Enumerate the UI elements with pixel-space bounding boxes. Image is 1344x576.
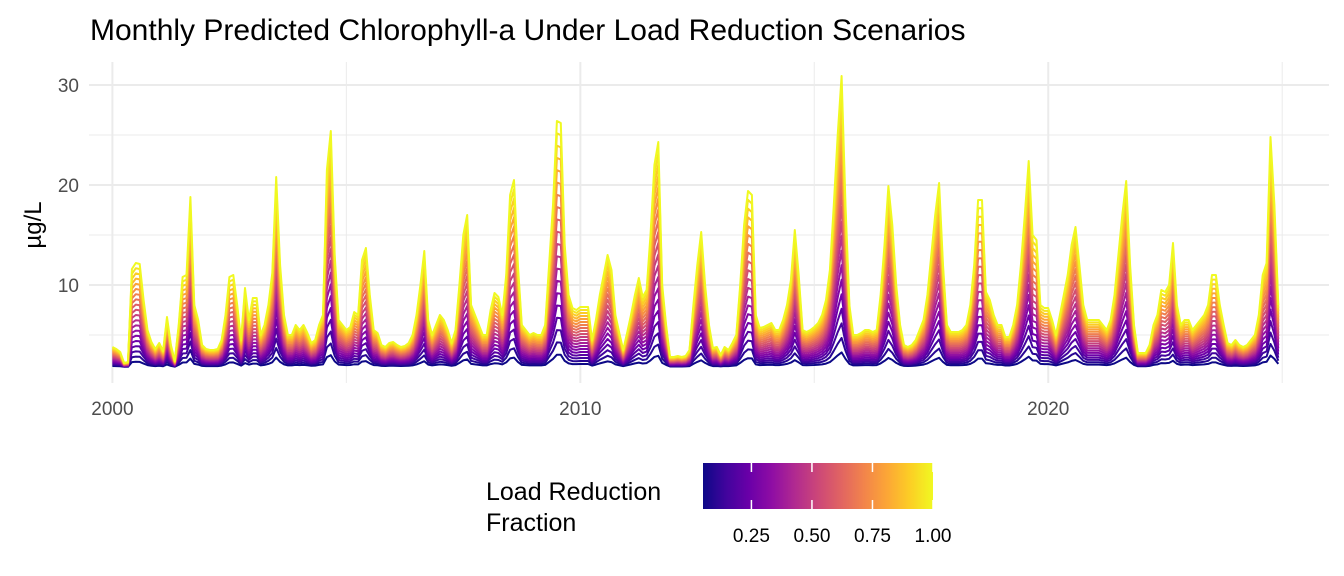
series-line-fraction-0.05: [112, 351, 1280, 368]
legend-colorbar: [703, 463, 933, 509]
x-tick-label: 2010: [559, 399, 601, 420]
legend-ticks: 0.25 0.50 0.75 1.00: [733, 463, 952, 547]
y-tick-label: 10: [58, 276, 79, 297]
y-tick-label: 30: [58, 76, 79, 97]
legend-title-line-1: Load Reduction: [486, 478, 661, 506]
gridlines: [89, 62, 1329, 383]
series-line-fraction-1.00: [111, 75, 1280, 364]
y-axis-tick-labels: 10 20 30: [58, 76, 79, 297]
legend-tick-label: 1.00: [915, 526, 952, 547]
x-axis-tick-labels: 2000 2010 2020: [91, 399, 1069, 420]
chart-title: Monthly Predicted Chlorophyll-a Under Lo…: [90, 14, 965, 47]
legend-tick-label: 0.50: [793, 526, 830, 547]
series-line-fraction-0.25: [112, 293, 1280, 367]
legend-tick-label: 0.25: [733, 526, 770, 547]
series-line-fraction-0.30: [112, 278, 1280, 367]
y-tick-label: 20: [58, 176, 79, 197]
legend-tick-label: 0.75: [854, 526, 891, 547]
x-tick-label: 2000: [91, 399, 133, 420]
series-lines: [111, 75, 1280, 368]
legend-title-line-2: Fraction: [486, 509, 576, 537]
x-tick-label: 2020: [1027, 399, 1069, 420]
legend: Load Reduction Fraction 0.25 0.50 0.75 1.00: [486, 463, 951, 547]
series-line-fraction-0.15: [112, 322, 1280, 368]
series-line-fraction-0.10: [112, 336, 1280, 368]
y-axis-title: µg/L: [20, 201, 47, 248]
series-line-fraction-0.20: [112, 307, 1280, 368]
